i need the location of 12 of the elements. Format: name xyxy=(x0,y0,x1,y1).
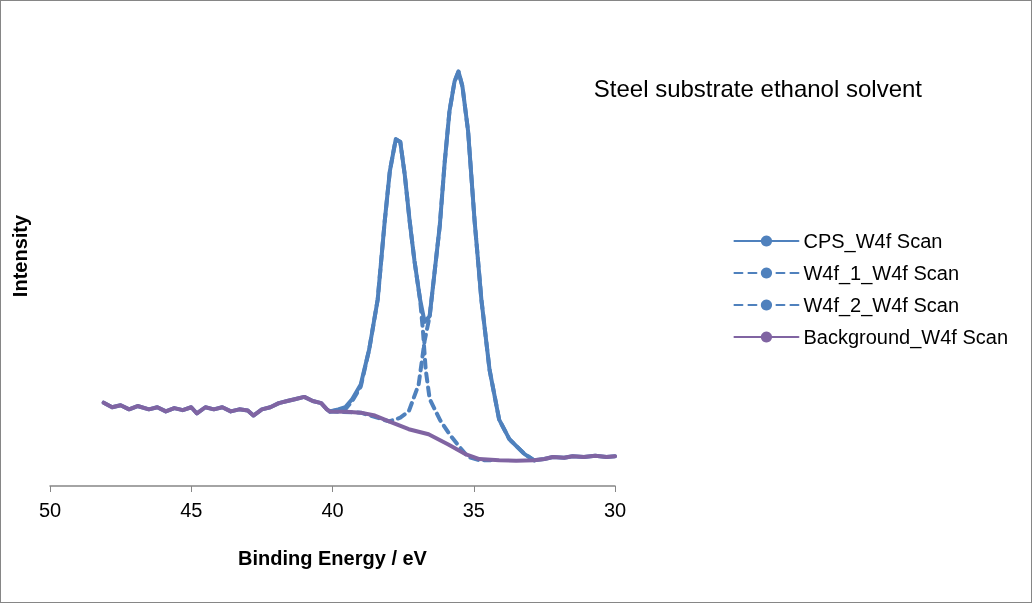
text: Steel substrate ethanol solvent xyxy=(593,74,923,102)
x-tick-label: 40 xyxy=(321,499,344,521)
x-tick-label: 35 xyxy=(462,499,485,521)
x-tick-label: 45 xyxy=(180,499,203,521)
x-tick-label: 30 xyxy=(603,499,627,521)
legend-label: Background_W4f Scan xyxy=(803,326,1008,349)
legend-label: W4f_2_W4f Scan xyxy=(803,294,960,317)
x-tick-label: 50 xyxy=(38,499,62,521)
y-axis-title: Intensity xyxy=(9,214,31,298)
x-axis-title: Binding Energy / eV xyxy=(238,547,428,569)
legend-label: W4f_1_W4f Scan xyxy=(803,262,960,285)
legend-label: CPS_W4f Scan xyxy=(803,230,943,253)
